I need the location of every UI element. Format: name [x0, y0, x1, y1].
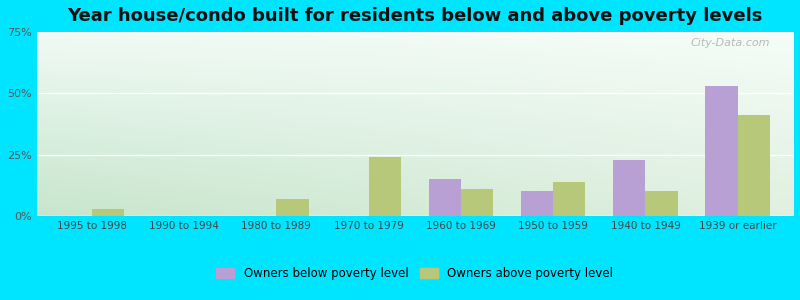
Bar — [613, 160, 646, 216]
Bar — [553, 182, 586, 216]
Bar — [646, 191, 678, 216]
Title: Year house/condo built for residents below and above poverty levels: Year house/condo built for residents bel… — [67, 7, 762, 25]
Bar — [369, 157, 401, 216]
Bar — [277, 199, 309, 216]
Bar — [92, 208, 124, 216]
Bar — [706, 86, 738, 216]
Bar — [738, 116, 770, 216]
Legend: Owners below poverty level, Owners above poverty level: Owners below poverty level, Owners above… — [212, 262, 618, 285]
Bar — [521, 191, 553, 216]
Bar — [429, 179, 461, 216]
Text: City-Data.com: City-Data.com — [691, 38, 770, 48]
Bar — [461, 189, 494, 216]
